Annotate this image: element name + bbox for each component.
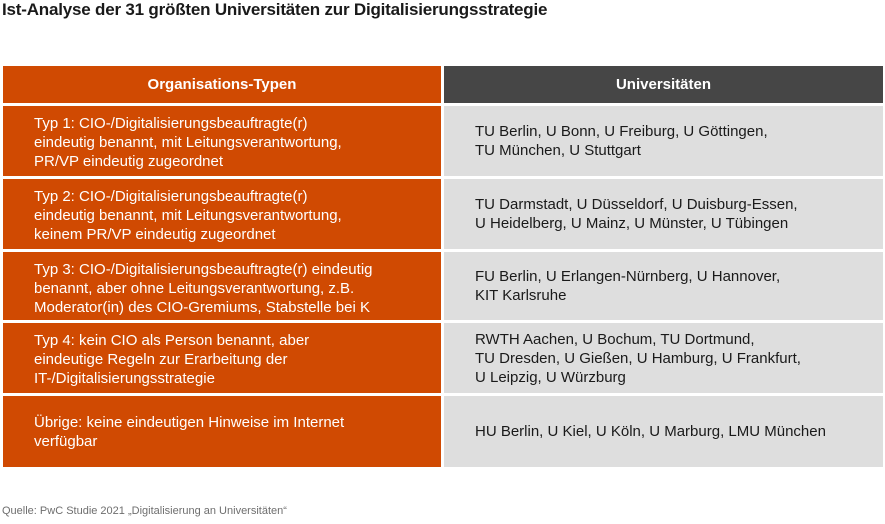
universities-cell: FU Berlin, U Erlangen-Nürnberg, U Hannov… — [444, 252, 883, 320]
type-text-line: eindeutig benannt, mit Leitungsverantwor… — [34, 207, 342, 224]
table-row-type-2: Typ 2: CIO-/Digitalisierungsbeauftragte(… — [3, 179, 883, 249]
universities-cell: TU Darmstadt, U Düsseldorf, U Duisburg-E… — [444, 179, 883, 249]
universities-cell: RWTH Aachen, U Bochum, TU Dortmund, TU D… — [444, 323, 883, 393]
table-row-type-4: Typ 4: kein CIO als Person benannt, aber… — [3, 323, 883, 393]
table-row-type-3: Typ 3: CIO-/Digitalisierungsbeauftragte(… — [3, 252, 883, 320]
type-text-line: PR/VP eindeutig zugeordnet — [34, 153, 224, 170]
universities-text-line: U Leipzig, U Würzburg — [475, 368, 626, 386]
universities-cell: HU Berlin, U Kiel, U Köln, U Marburg, LM… — [444, 396, 883, 467]
type-text-line: Typ 1: CIO-/Digitalisierungsbeauftragte(… — [34, 115, 308, 132]
type-text-line: eindeutig benannt, mit Leitungsverantwor… — [34, 134, 342, 151]
type-text-line: keinem PR/VP eindeutig zugeordnet — [34, 226, 276, 243]
universities-text-line: RWTH Aachen, U Bochum, TU Dortmund, — [475, 330, 755, 348]
type-text-line: Übrige: keine eindeutigen Hinweise im In… — [34, 414, 345, 431]
type-text-line: eindeutige Regeln zur Erarbeitung der — [34, 351, 288, 368]
table-row-other: Übrige: keine eindeutigen Hinweise im In… — [3, 396, 883, 467]
type-text-line: Moderator(in) des CIO-Gremiums, Stabstel… — [34, 299, 370, 316]
universities-cell: TU Berlin, U Bonn, U Freiburg, U Götting… — [444, 106, 883, 176]
universities-text-line: U Heidelberg, U Mainz, U Münster, U Tübi… — [475, 215, 789, 232]
type-text-line: Typ 4: kein CIO als Person benannt, aber — [34, 332, 310, 349]
type-text-line: benannt, aber ohne Leitungsverantwortung… — [34, 280, 355, 297]
universities-text-line: TU München, U Stuttgart — [475, 142, 641, 159]
universities-text-line: FU Berlin, U Erlangen-Nürnberg, U Hannov… — [475, 268, 781, 285]
type-text-line: verfügbar — [34, 433, 98, 450]
universities-text-line: TU Darmstadt, U Düsseldorf, U Duisburg-E… — [475, 196, 798, 213]
universities-text-line: KIT Karlsruhe — [475, 287, 567, 304]
page-title: Ist-Analyse der 31 größten Universitäten… — [2, 0, 548, 19]
type-cell: Typ 1: CIO-/Digitalisierungsbeauftragte(… — [3, 106, 441, 176]
type-cell: Übrige: keine eindeutigen Hinweise im In… — [3, 396, 441, 467]
type-text-line: IT-/Digitalisierungsstrategie — [34, 370, 215, 387]
column-header-organisation-types: Organisations-Typen — [3, 66, 441, 103]
table-row-type-1: Typ 1: CIO-/Digitalisierungsbeauftragte(… — [3, 106, 883, 176]
type-cell: Typ 3: CIO-/Digitalisierungsbeauftragte(… — [3, 252, 441, 320]
source-note: Quelle: PwC Studie 2021 „Digitalisierung… — [2, 505, 287, 517]
type-text-line: Typ 2: CIO-/Digitalisierungsbeauftragte(… — [34, 188, 308, 205]
column-header-universities: Universitäten — [444, 66, 883, 103]
universities-text-line: TU Dresden, U Gießen, U Hamburg, U Frank… — [475, 349, 801, 367]
universities-text-line: TU Berlin, U Bonn, U Freiburg, U Götting… — [475, 123, 768, 140]
universities-text-line: HU Berlin, U Kiel, U Köln, U Marburg, LM… — [475, 423, 826, 440]
type-cell: Typ 4: kein CIO als Person benannt, aber… — [3, 323, 441, 393]
type-cell: Typ 2: CIO-/Digitalisierungsbeauftragte(… — [3, 179, 441, 249]
type-text-line: Typ 3: CIO-/Digitalisierungsbeauftragte(… — [34, 261, 373, 278]
